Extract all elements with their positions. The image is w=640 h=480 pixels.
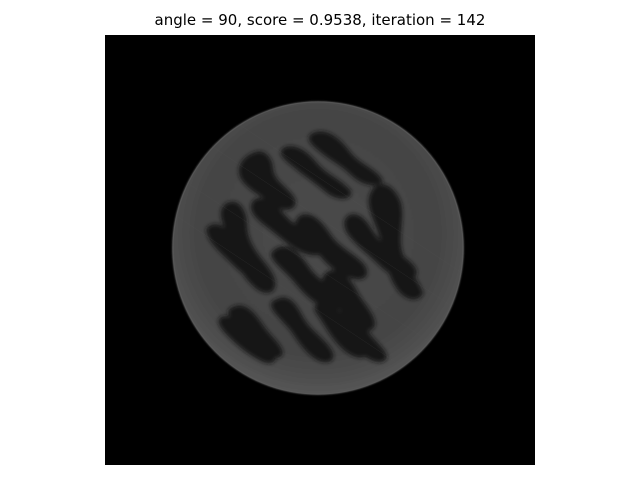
pore-shape xyxy=(344,214,417,280)
plot-title: angle = 90, score = 0.9538, iteration = … xyxy=(154,11,486,29)
reconstruction-image xyxy=(105,35,535,465)
reconstruction-image-panel xyxy=(105,35,535,465)
pore-shape xyxy=(295,214,368,280)
hole-pattern xyxy=(206,131,423,364)
pore-shape xyxy=(206,224,272,283)
pore-shape xyxy=(271,297,334,363)
pore-shape xyxy=(280,146,352,199)
pore-shape xyxy=(238,151,296,210)
pore-shape xyxy=(228,305,283,359)
disc-rim xyxy=(172,101,464,395)
pore-shape xyxy=(336,310,387,363)
pore-shape xyxy=(308,131,383,186)
pore-shape xyxy=(218,316,276,364)
streak-texture xyxy=(174,114,464,395)
pore-shape xyxy=(322,270,375,331)
pore-shape xyxy=(271,246,344,311)
